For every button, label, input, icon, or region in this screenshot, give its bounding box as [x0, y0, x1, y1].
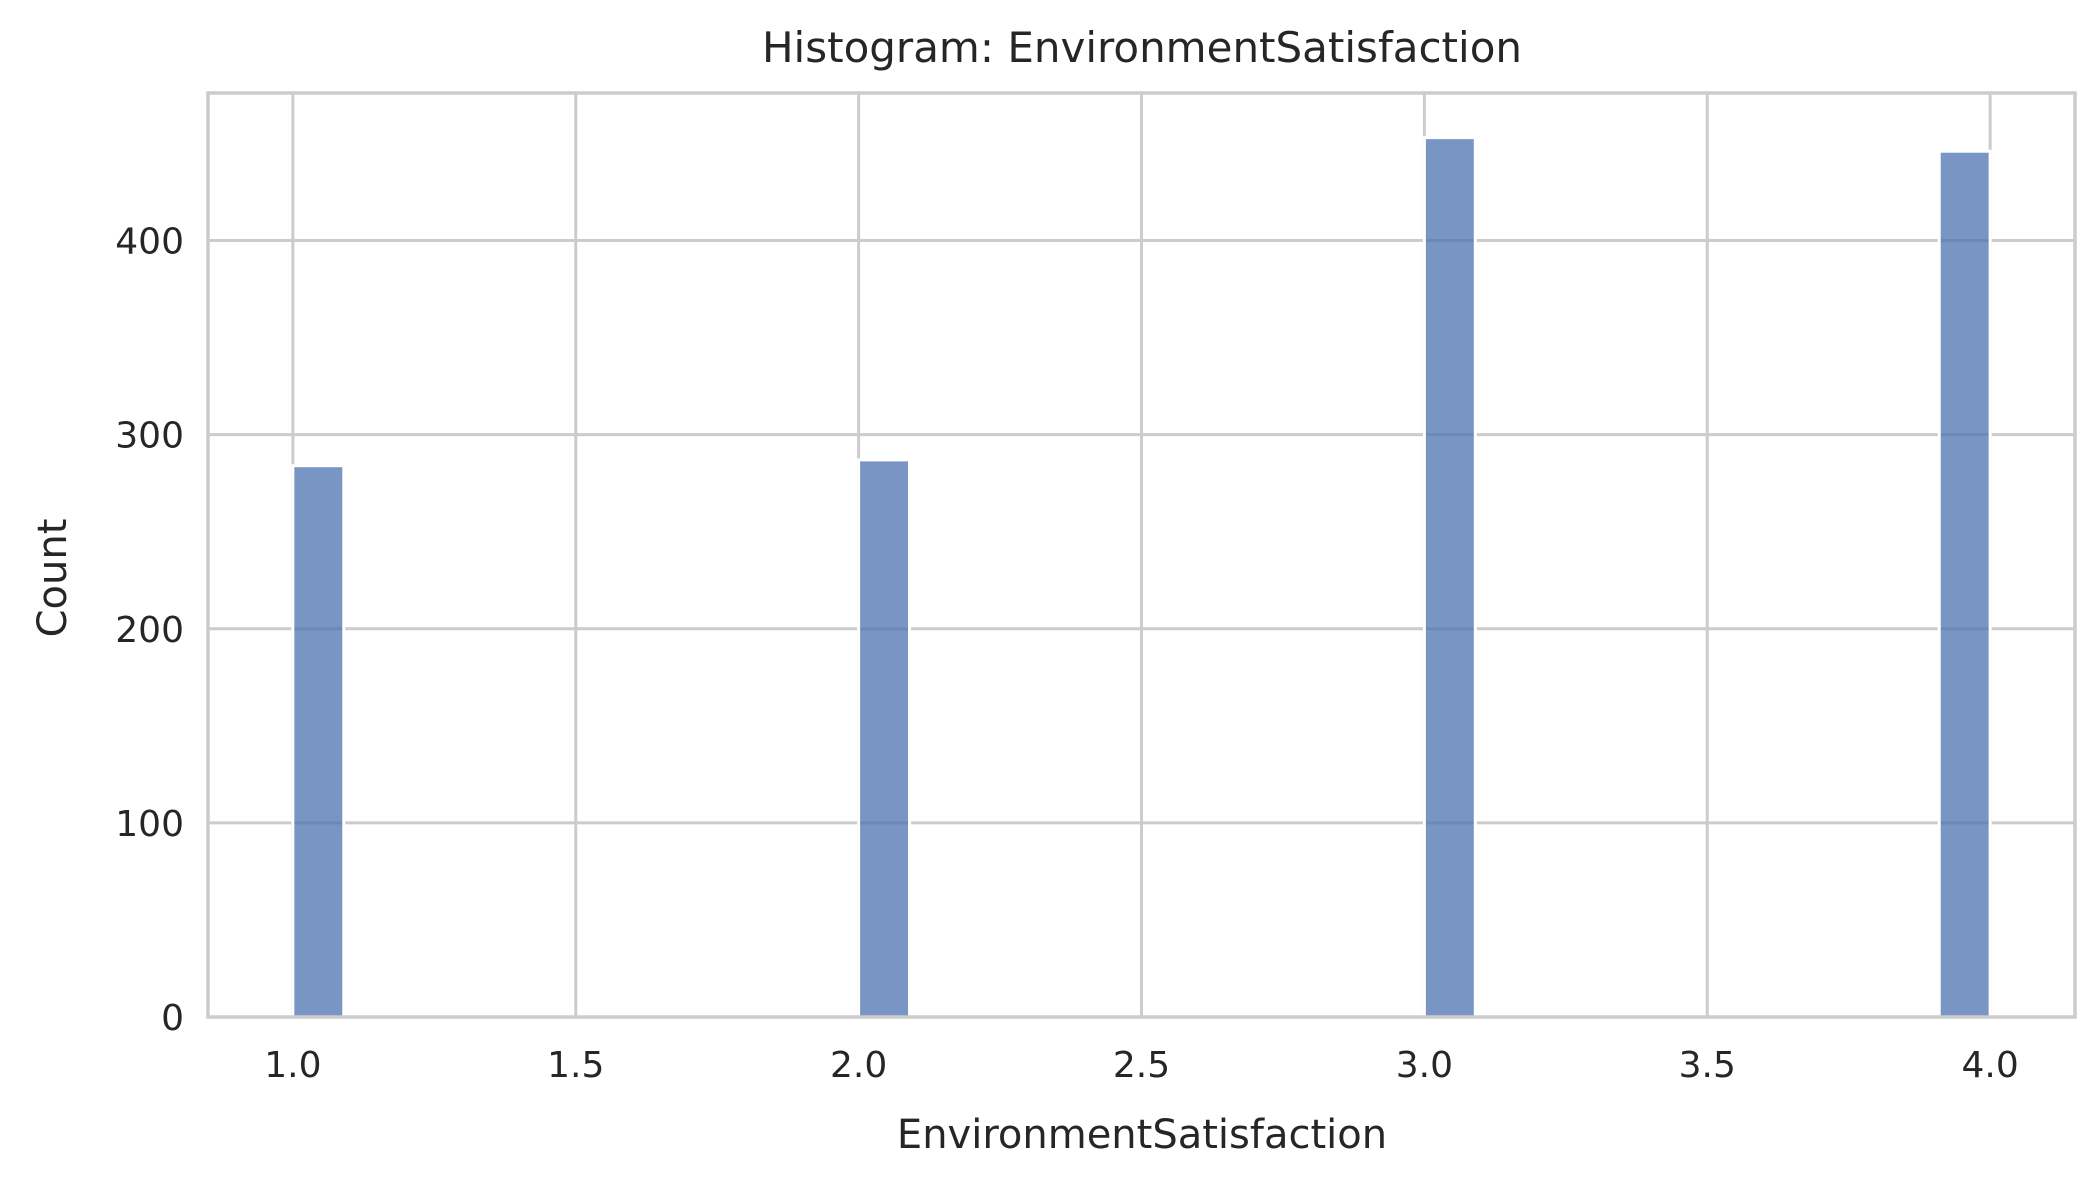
axes-spines: [206, 91, 2077, 1019]
x-tick-labels: 1.0 1.5 2.0 2.5 3.0 3.5 4.0: [264, 1045, 2019, 1086]
histogram-bars: [291, 136, 1992, 1019]
y-tick-label: 100: [115, 804, 184, 845]
y-tick-label: 300: [115, 416, 184, 457]
x-tick-label: 1.0: [264, 1045, 321, 1086]
x-axis-title: EnvironmentSatisfaction: [897, 1112, 1387, 1158]
x-tick-label: 1.5: [547, 1045, 604, 1086]
x-tick-label: 3.0: [1396, 1045, 1453, 1086]
y-tick-label: 400: [115, 222, 184, 263]
histogram-bar: [291, 464, 346, 1019]
x-tick-label: 3.5: [1679, 1045, 1736, 1086]
y-tick-labels: 0 100 200 300 400: [115, 222, 184, 1039]
y-tick-label: 200: [115, 610, 184, 651]
chart-title: Histogram: EnvironmentSatisfaction: [762, 23, 1522, 72]
histogram-bar: [1937, 149, 1992, 1019]
grid-lines: [208, 93, 2075, 1019]
histogram-bar: [857, 458, 912, 1019]
y-axis-title: Count: [30, 519, 76, 638]
x-tick-label: 2.0: [830, 1045, 887, 1086]
histogram-bar: [1422, 136, 1477, 1019]
y-tick-label: 0: [161, 998, 184, 1039]
x-tick-label: 2.5: [1113, 1045, 1170, 1086]
x-tick-label: 4.0: [1962, 1045, 2019, 1086]
axes-frame: [206, 91, 2077, 1019]
